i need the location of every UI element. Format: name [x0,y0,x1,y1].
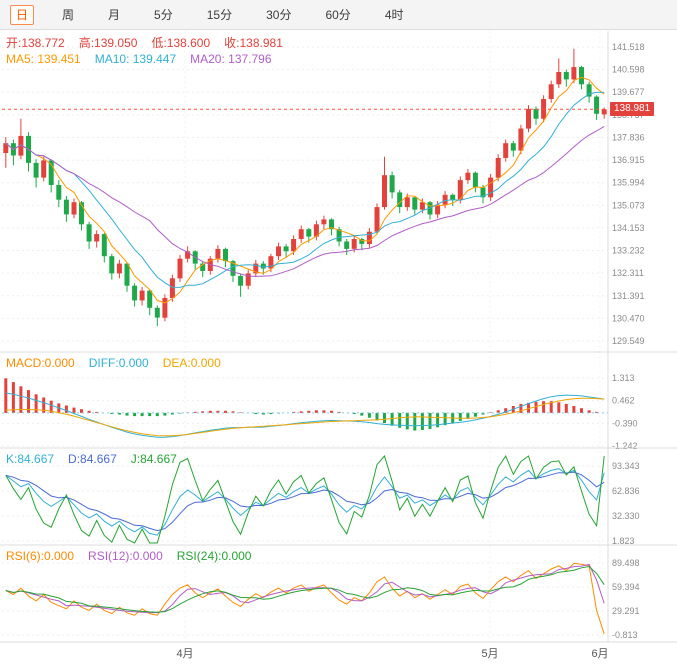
svg-text:32.330: 32.330 [612,511,640,521]
svg-text:135.994: 135.994 [612,178,645,188]
svg-text:29.291: 29.291 [612,606,640,616]
tab-5min[interactable]: 5分 [154,7,173,22]
svg-text:1.823: 1.823 [612,536,635,546]
svg-text:133.232: 133.232 [612,246,645,256]
svg-text:140.598: 140.598 [612,65,645,75]
svg-text:1.313: 1.313 [612,373,635,383]
svg-text:6月: 6月 [591,648,608,660]
ma-lines [5,76,605,304]
macd-lines [5,392,605,438]
rsi-lines [5,562,605,635]
x-axis-month-labels: 4月 5月 6月 [176,648,608,660]
tab-15min[interactable]: 15分 [206,7,233,22]
panel-separators [0,31,677,643]
svg-text:89.498: 89.498 [612,558,640,568]
tab-4hour[interactable]: 4时 [384,7,404,22]
svg-text:5月: 5月 [481,648,498,660]
tab-week[interactable]: 周 [62,7,75,22]
svg-text:0.462: 0.462 [612,396,635,406]
svg-text:93.343: 93.343 [612,461,640,471]
svg-text:136.915: 136.915 [612,155,645,165]
svg-text:141.518: 141.518 [612,42,645,52]
tab-day[interactable]: 日 [10,4,35,25]
svg-text:59.394: 59.394 [612,582,640,592]
svg-text:135.073: 135.073 [612,200,645,210]
svg-text:134.153: 134.153 [612,223,645,233]
candlestick-series [3,48,607,327]
svg-text:-1.242: -1.242 [612,441,638,451]
kdj-lines [5,454,605,544]
svg-text:130.470: 130.470 [612,313,645,323]
svg-text:-0.813: -0.813 [612,630,638,640]
svg-text:131.391: 131.391 [612,291,645,301]
macd-histogram [2,378,608,431]
svg-text:137.836: 137.836 [612,132,645,142]
svg-text:62.836: 62.836 [612,486,640,496]
tab-30min[interactable]: 30分 [266,7,292,22]
current-price-tag: 138.981 [610,102,655,117]
svg-text:129.549: 129.549 [612,336,645,346]
gridlines [2,31,608,642]
y-axis-labels: 141.518140.598139.677138.757137.836136.9… [612,42,645,640]
svg-text:132.311: 132.311 [612,268,644,278]
svg-text:-0.390: -0.390 [612,418,638,428]
tab-60min[interactable]: 60分 [325,7,351,22]
tab-month[interactable]: 月 [108,7,121,22]
period-tabbar: 日 周 月 5分 15分 30分 60分 4时 [0,0,677,30]
svg-text:4月: 4月 [176,648,193,660]
svg-text:139.677: 139.677 [612,87,645,97]
